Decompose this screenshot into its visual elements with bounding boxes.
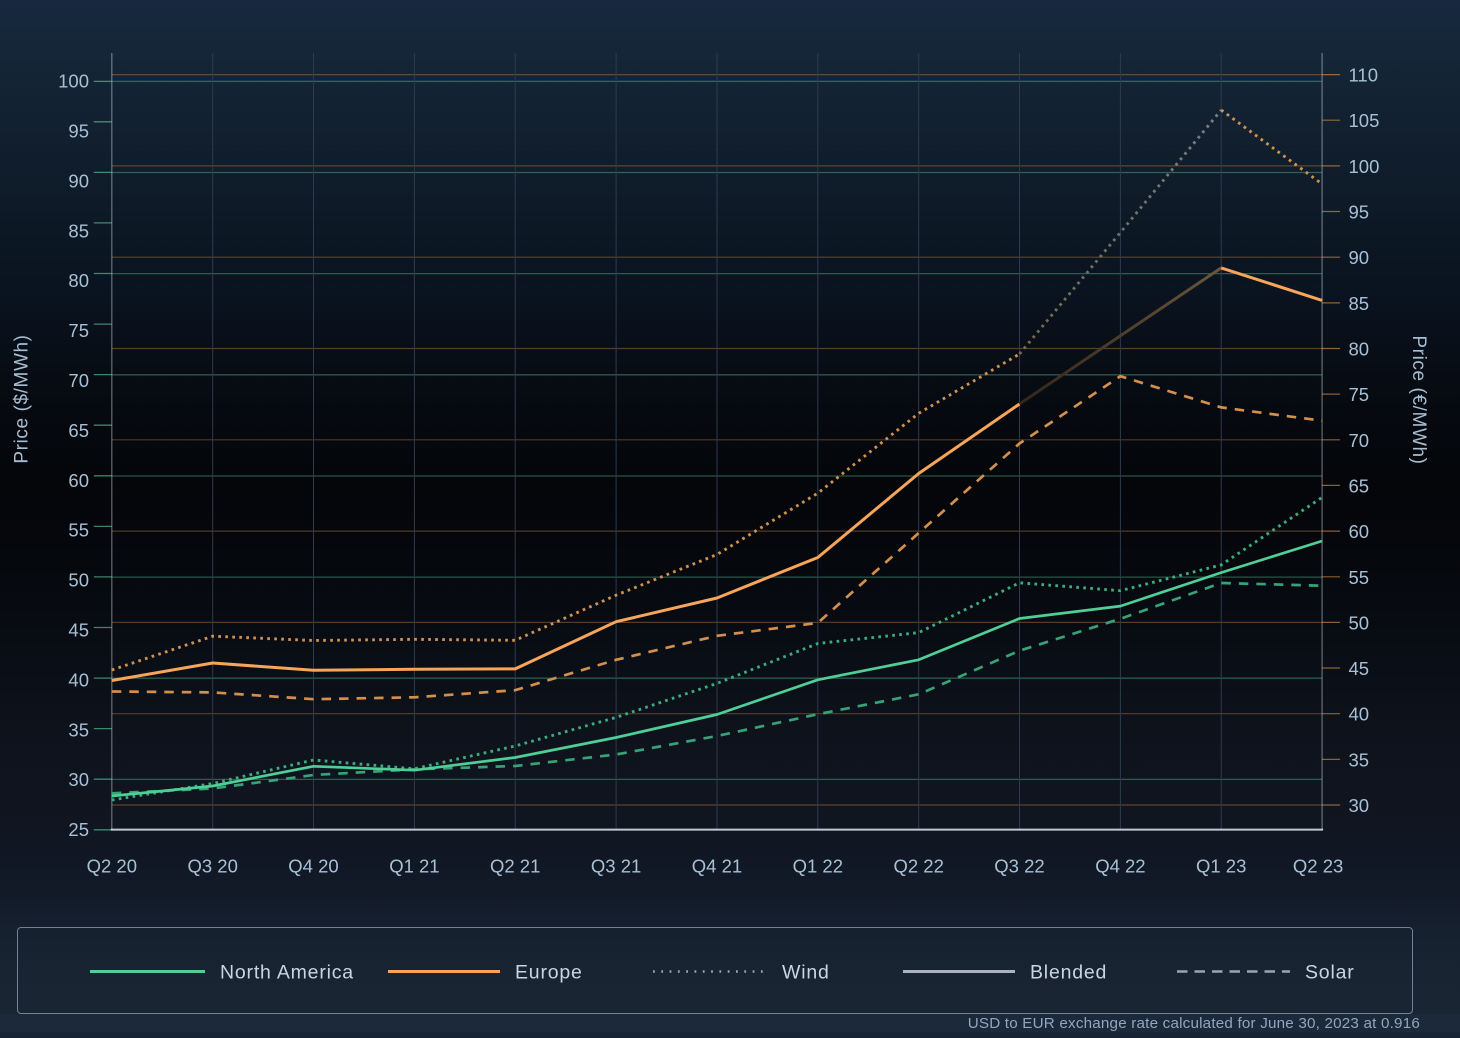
svg-text:55: 55 (68, 520, 89, 541)
svg-text:North America: North America (220, 962, 354, 984)
svg-text:Q2 20: Q2 20 (87, 855, 137, 876)
svg-text:Solar: Solar (1305, 962, 1355, 984)
svg-text:35: 35 (1349, 749, 1370, 770)
svg-text:Europe: Europe (515, 962, 583, 984)
svg-text:25: 25 (68, 819, 89, 840)
svg-text:Wind: Wind (782, 962, 830, 984)
svg-text:45: 45 (68, 620, 89, 641)
svg-text:50: 50 (1349, 612, 1370, 633)
svg-text:40: 40 (68, 669, 89, 690)
svg-text:Q3 22: Q3 22 (994, 855, 1044, 876)
svg-text:95: 95 (1349, 202, 1370, 223)
svg-text:60: 60 (68, 470, 89, 491)
svg-text:100: 100 (58, 71, 89, 92)
svg-text:55: 55 (1349, 567, 1370, 588)
svg-text:Q1 22: Q1 22 (793, 855, 843, 876)
svg-text:Price (€/MWh): Price (€/MWh) (1408, 335, 1429, 464)
svg-text:75: 75 (68, 320, 89, 341)
svg-text:90: 90 (1349, 247, 1370, 268)
svg-text:65: 65 (68, 420, 89, 441)
svg-text:Blended: Blended (1030, 962, 1107, 984)
svg-text:Q1 23: Q1 23 (1196, 855, 1246, 876)
svg-text:Q3 20: Q3 20 (187, 855, 237, 876)
svg-text:90: 90 (68, 170, 89, 191)
svg-text:Q4 21: Q4 21 (692, 855, 742, 876)
svg-text:Q2 22: Q2 22 (893, 855, 943, 876)
svg-text:110: 110 (1349, 65, 1379, 86)
svg-text:75: 75 (1349, 384, 1370, 405)
svg-text:30: 30 (68, 769, 89, 790)
svg-text:70: 70 (68, 370, 89, 391)
svg-text:85: 85 (1349, 293, 1370, 314)
svg-text:65: 65 (1349, 475, 1370, 496)
svg-text:Price ($/MWh): Price ($/MWh) (12, 334, 33, 463)
svg-text:40: 40 (1349, 704, 1370, 725)
svg-text:50: 50 (68, 570, 89, 591)
svg-text:30: 30 (1349, 795, 1370, 816)
svg-text:95: 95 (68, 121, 89, 142)
svg-text:80: 80 (68, 270, 89, 291)
svg-text:60: 60 (1349, 521, 1370, 542)
svg-text:80: 80 (1349, 339, 1370, 360)
svg-text:Q4 22: Q4 22 (1095, 855, 1145, 876)
svg-text:45: 45 (1349, 658, 1370, 679)
svg-text:Q3 21: Q3 21 (591, 855, 641, 876)
svg-text:70: 70 (1349, 430, 1370, 451)
svg-text:85: 85 (68, 220, 89, 241)
svg-text:35: 35 (68, 719, 89, 740)
svg-text:100: 100 (1349, 156, 1380, 177)
svg-text:Q4 20: Q4 20 (288, 855, 338, 876)
svg-text:Q2 23: Q2 23 (1293, 855, 1343, 876)
svg-text:Q1 21: Q1 21 (389, 855, 439, 876)
svg-text:105: 105 (1349, 110, 1380, 131)
svg-text:Q2 21: Q2 21 (490, 855, 540, 876)
